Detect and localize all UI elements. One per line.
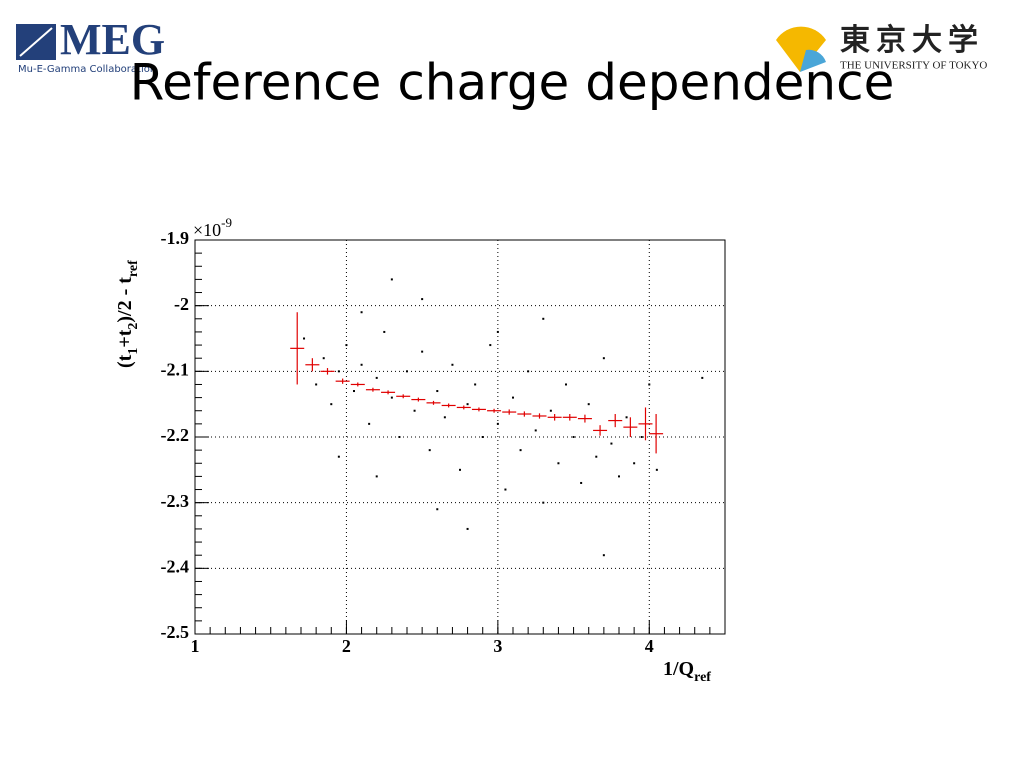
x-tick-label: 3 — [493, 636, 502, 656]
scatter-point — [421, 350, 424, 353]
y-tick-label: -1.9 — [161, 228, 190, 248]
y-tick-label: -2.5 — [161, 622, 190, 642]
y-tick-label: -2.4 — [161, 556, 190, 576]
y-axis-label-part: +t — [114, 329, 136, 347]
scatter-point — [512, 396, 514, 399]
scatter-point — [428, 449, 431, 452]
scatter-point — [375, 376, 378, 379]
tokyo-subtext: THE UNIVERSITY OF TOKYO — [840, 60, 987, 72]
y-axis-label-part: 2 — [126, 323, 141, 330]
scatter-point — [557, 462, 560, 465]
scatter-point — [390, 396, 393, 399]
scatter-point — [549, 409, 552, 412]
scatter-point — [542, 501, 545, 504]
x-tick-label: 2 — [342, 636, 351, 656]
scatter-point — [572, 436, 575, 438]
scatter-point — [466, 527, 469, 530]
scatter-point — [504, 488, 507, 491]
scatter-point — [353, 390, 355, 393]
scatter-point — [474, 383, 477, 386]
scatter-point — [390, 278, 393, 281]
scatter-point — [618, 475, 620, 478]
scatter-point — [322, 357, 325, 360]
scatter-point — [655, 468, 658, 471]
scatter-point — [459, 468, 461, 471]
scatter-point — [360, 311, 363, 314]
scatter-point — [330, 403, 333, 406]
y-multiplier: ×10-9 — [193, 215, 232, 240]
tokyo-logo: 東京大学 THE UNIVERSITY OF TOKYO — [776, 23, 987, 72]
x-tick-label: 4 — [645, 636, 654, 656]
scatter-point — [315, 383, 318, 386]
y-tick-label: -2.1 — [161, 359, 190, 379]
x-axis-label-sub: ref — [694, 670, 711, 685]
y-tick-label: -2 — [174, 294, 189, 314]
scatter-point — [443, 416, 446, 419]
y-multiplier-base: ×10 — [193, 220, 221, 240]
scatter-point — [602, 357, 605, 360]
scatter-point — [648, 383, 651, 386]
scatter-point — [481, 436, 484, 438]
scatter-point — [421, 298, 424, 301]
x-axis-label: 1/Qref — [663, 658, 711, 686]
y-axis-label-part: ref — [126, 260, 141, 277]
y-tick-label: -2.2 — [161, 425, 190, 445]
scatter-point — [368, 422, 371, 425]
y-axis-label: (t1+t2)/2 - tref — [114, 260, 142, 368]
scatter-point — [496, 330, 499, 333]
scatter-point — [303, 337, 306, 340]
ginkgo — [776, 26, 826, 72]
scatter-point — [406, 370, 408, 373]
scatter-point — [587, 403, 590, 406]
scatter-point — [519, 449, 522, 452]
scatter-point — [383, 330, 386, 333]
scatter-point — [595, 455, 598, 458]
scatter-point — [602, 554, 605, 557]
y-tick-label: -2.3 — [161, 491, 190, 511]
y-axis-label-part: )/2 - t — [114, 277, 136, 323]
ginkgo-blue — [800, 49, 826, 72]
scatter-point — [640, 436, 643, 438]
y-axis-label-part: (t — [114, 354, 136, 368]
scatter-point — [701, 376, 704, 379]
meg-text: MEG — [60, 15, 165, 64]
scatter-point — [542, 317, 545, 320]
scatter-point — [534, 429, 537, 432]
scatter-point — [337, 370, 340, 373]
meg-icon-line — [19, 27, 53, 57]
slide-title: Reference charge dependence — [130, 54, 895, 112]
scatter-point — [489, 344, 492, 347]
scatter-point — [337, 455, 340, 458]
scatter-point — [565, 383, 567, 386]
scatter-point — [398, 436, 401, 438]
meg-logo: MEG Mu-E-Gamma Collaboration — [16, 15, 165, 75]
scatter-point — [496, 422, 499, 425]
scatter-point — [580, 481, 583, 484]
scatter-point — [345, 344, 348, 347]
scatter-point — [413, 409, 416, 412]
y-axis-label-part: 1 — [126, 348, 141, 355]
scatter-point — [466, 403, 469, 406]
chart: -2.5-2.4-2.3-2.2-2.1-2-1.91 2 3 41/Qref(t1+… — [114, 215, 726, 686]
scatter-point — [451, 363, 454, 366]
y-multiplier-exp: -9 — [221, 215, 232, 230]
x-tick-label: 1 — [191, 636, 200, 656]
scatter-point — [633, 462, 636, 465]
scatter-point — [610, 442, 613, 445]
scatter-point — [360, 363, 363, 366]
scatter-point — [436, 390, 439, 393]
x-axis-label-main: 1/Q — [663, 658, 694, 680]
scatter-point — [436, 508, 439, 511]
scatter-point — [375, 475, 378, 478]
tokyo-text: 東京大学 — [840, 23, 984, 58]
scatter-point — [527, 370, 530, 373]
scatter-point — [625, 416, 628, 419]
meg-subtext: Mu-E-Gamma Collaboration — [18, 64, 156, 75]
